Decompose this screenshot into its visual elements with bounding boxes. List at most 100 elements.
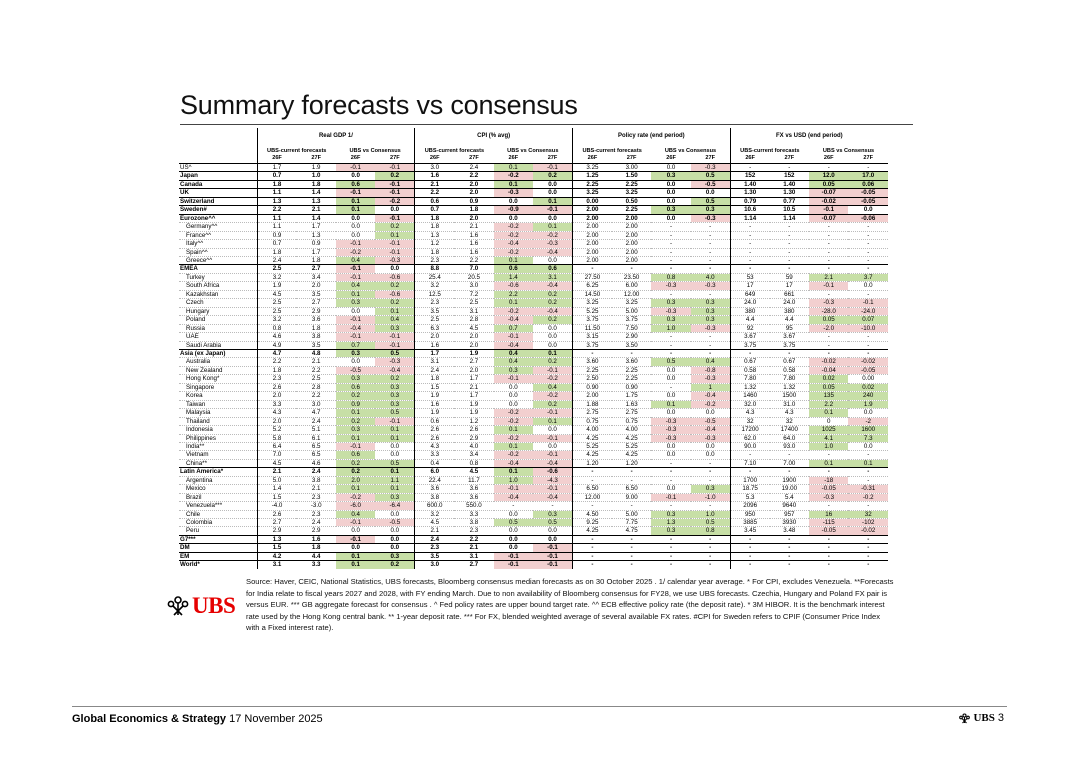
table-cell: - [769, 162, 810, 172]
group-header-gdp: Real GDP 1/ [256, 128, 415, 146]
table-cell: -0.1 [335, 264, 376, 274]
table-cell: - [651, 348, 691, 358]
table-cell: 2.7 [296, 264, 336, 274]
row-label: Australia [179, 357, 258, 367]
table-cell: 0.0 [375, 205, 415, 215]
table-row: UAE 4.6 3.8 -0.1 -0.1 2.0 2.0 -0.1 0.0 3.15 2.90- -… [179, 332, 888, 342]
table-cell: 0.0 [690, 408, 731, 418]
table-cell: 0.3 [690, 306, 731, 316]
table-cell: 1.88 [571, 399, 612, 409]
table-cell: 2.0 [454, 340, 494, 350]
table-cell: - [809, 543, 849, 553]
table-cell: - [848, 162, 888, 172]
row-label: G7*** [179, 534, 258, 544]
footer-series: Global Economics & Strategy [72, 713, 227, 725]
table-cell: - [690, 467, 731, 477]
table-cell: 0.3 [335, 298, 376, 308]
table-cell: -0.2 [848, 492, 888, 502]
table-cell: -0.1 [651, 492, 691, 502]
table-cell: 0.3 [335, 425, 376, 434]
table-cell: 1.3 [256, 534, 297, 544]
table-cell: 3.1 [454, 306, 494, 316]
table-cell: 6.4 [256, 441, 297, 451]
table-cell: - [571, 467, 612, 477]
table-cell: 3.45 [729, 526, 770, 536]
table-cell: 1.7 [454, 391, 494, 401]
table-row: Sweden# 2.2 2.1 0.1 0.0 0.7 1.8 -0.9 -0.1 2.00 2.2… [179, 205, 888, 215]
table-cell: 12.00 [571, 492, 612, 502]
table-cell: 2.5 [414, 315, 455, 325]
table-cell: 1.8 [296, 255, 336, 265]
table-cell: - [729, 264, 770, 274]
table-cell: -0.2 [690, 399, 731, 409]
table-cell: - [571, 348, 612, 358]
table-row: G7*** 1.3 1.6 -0.1 0.0 2.4 2.2 0.0 0.0- - - - - - - - [179, 534, 888, 544]
table-cell: 1.9 [454, 408, 494, 418]
table-cell: 1.25 [571, 171, 612, 181]
table-cell: 0.0 [375, 526, 415, 536]
table-cell: 4.5 [256, 458, 297, 468]
table-cell: - [809, 501, 849, 511]
table-cell: -0.1 [533, 551, 573, 561]
table-cell: 2.3 [256, 374, 297, 384]
table-cell: 0.3 [651, 315, 691, 325]
table-cell: 0.0 [533, 526, 573, 536]
table-cell: 2.2 [493, 289, 534, 299]
table-cell: 0.0 [375, 534, 415, 544]
table-cell: 0.0 [651, 179, 691, 189]
table-cell: 3.25 [611, 188, 652, 198]
table-cell: -0.05 [809, 526, 849, 536]
year-label: 27F [547, 155, 558, 162]
table-cell: -0.1 [809, 205, 849, 215]
year-label: 26F [666, 155, 676, 162]
table-cell: 2.25 [611, 205, 652, 215]
table-cell: 0.0 [651, 162, 691, 172]
table-cell: -0.1 [533, 560, 573, 569]
table-cell: - [848, 255, 888, 265]
table-cell: 1.7 [414, 348, 455, 358]
table-cell: 2.7 [454, 560, 494, 569]
table-cell: 1.32 [729, 382, 770, 392]
table-cell: 0.3 [690, 315, 731, 325]
table-cell: 3.25 [571, 188, 612, 198]
table-cell: -0.1 [375, 340, 415, 350]
table-cell: 2.00 [571, 247, 612, 257]
table-cell: 1.8 [414, 222, 455, 232]
table-cell: 4.3 [729, 408, 770, 418]
row-label: EMEA [179, 264, 258, 274]
table-cell: 0.7 [256, 239, 297, 249]
table-cell: 2.00 [571, 205, 612, 215]
table-cell: - [809, 340, 849, 350]
logo-text: UBS [192, 593, 236, 618]
table-cell: 0.1 [493, 255, 534, 265]
table-cell: 4.6 [256, 332, 297, 342]
table-cell: - [729, 230, 770, 240]
table-cell: 0.0 [848, 281, 888, 291]
table-cell: -0.3 [375, 255, 415, 265]
table-cell: -0.4 [375, 365, 415, 375]
table-cell: 1025 [809, 425, 849, 434]
table-row: Italy^^ 0.7 0.9 -0.1 -0.1 1.2 1.6 -0.4 -0.3 2.00 2… [179, 239, 888, 249]
table-cell: 4.25 [571, 526, 612, 536]
table-cell: 1.7 [256, 162, 297, 172]
table-cell: - [690, 340, 731, 350]
row-label: UAE [179, 332, 258, 342]
table-cell: 0.0 [533, 188, 573, 198]
table-cell: - [690, 247, 731, 257]
table-cell: - [690, 289, 731, 299]
table-cell: 4.00 [571, 425, 612, 434]
table-cell: 1.7 [296, 222, 336, 232]
table-cell: 3.6 [414, 484, 455, 494]
table-cell: 0.0 [335, 306, 376, 316]
table-cell: 3.0 [296, 399, 336, 409]
table-cell: -115 [809, 518, 849, 527]
table-cell: 2.6 [256, 509, 297, 519]
keys-icon [167, 596, 189, 616]
table-cell: -4.0 [256, 501, 297, 511]
table-cell: 2.0 [335, 475, 376, 485]
table-cell: 1.4 [493, 272, 534, 282]
table-cell: 4.9 [256, 340, 297, 350]
table-cell: - [809, 348, 849, 358]
table-cell: 1.4 [296, 188, 336, 198]
table-cell: 1.40 [729, 179, 770, 189]
